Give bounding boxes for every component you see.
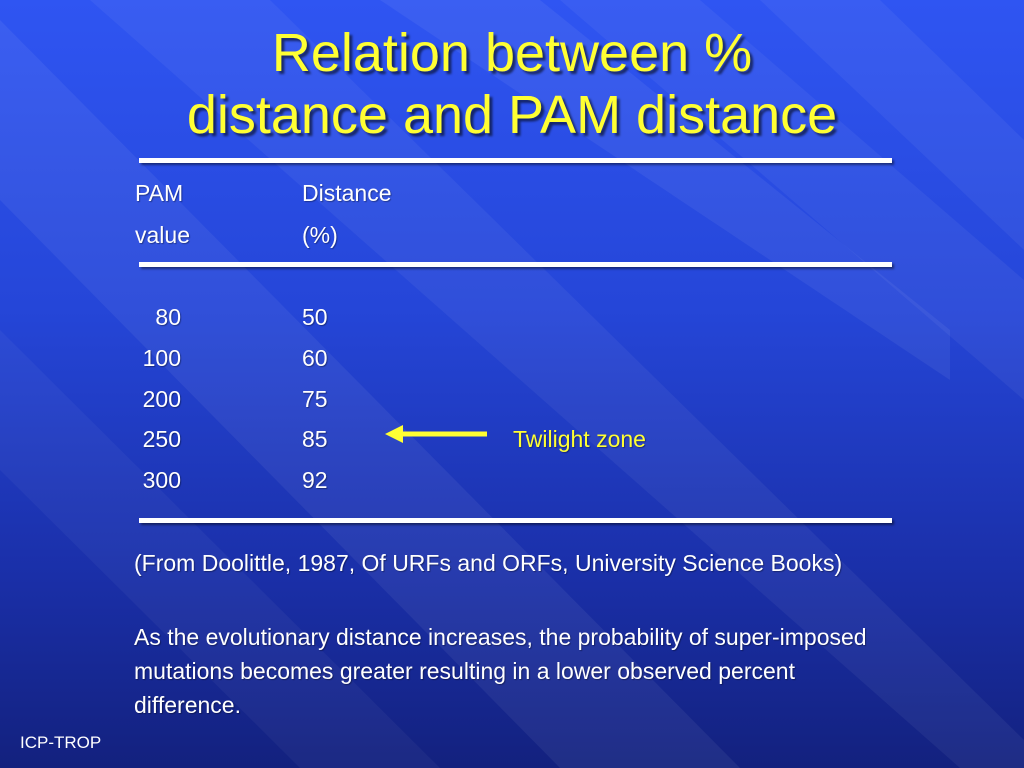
header-pam: PAM [135, 180, 184, 206]
table-cell-distance: 75 [302, 386, 328, 412]
table-cell-pam: 80 [155, 304, 181, 330]
left-arrow-icon [385, 425, 487, 443]
title-divider [139, 158, 892, 163]
header-distance: Distance [302, 180, 392, 206]
explanation-text: As the evolutionary distance increases, … [134, 624, 867, 718]
table-divider [139, 518, 892, 523]
table-cell-distance: 85 [302, 426, 328, 452]
table-cell-distance: 60 [302, 345, 328, 371]
source-citation: (From Doolittle, 1987, Of URFs and ORFs,… [134, 550, 843, 576]
table-cell-pam: 300 [142, 467, 181, 493]
title-line-1: Relation between % [271, 23, 753, 83]
table-cell-distance: 92 [302, 467, 328, 493]
header-value: value [135, 222, 190, 248]
footer-label: ICP-TROP [20, 733, 102, 752]
twilight-zone-label: Twilight zone [513, 426, 646, 452]
table-cell-pam: 250 [142, 426, 181, 452]
table-cell-pam: 100 [142, 345, 181, 371]
slide-title: Relation between % distance and PAM dist… [100, 22, 924, 146]
header-percent: (%) [302, 222, 338, 248]
table-cell-pam: 200 [142, 386, 181, 412]
title-line-2: distance and PAM distance [186, 85, 838, 145]
table-cell-distance: 50 [302, 304, 328, 330]
header-divider [139, 262, 892, 267]
